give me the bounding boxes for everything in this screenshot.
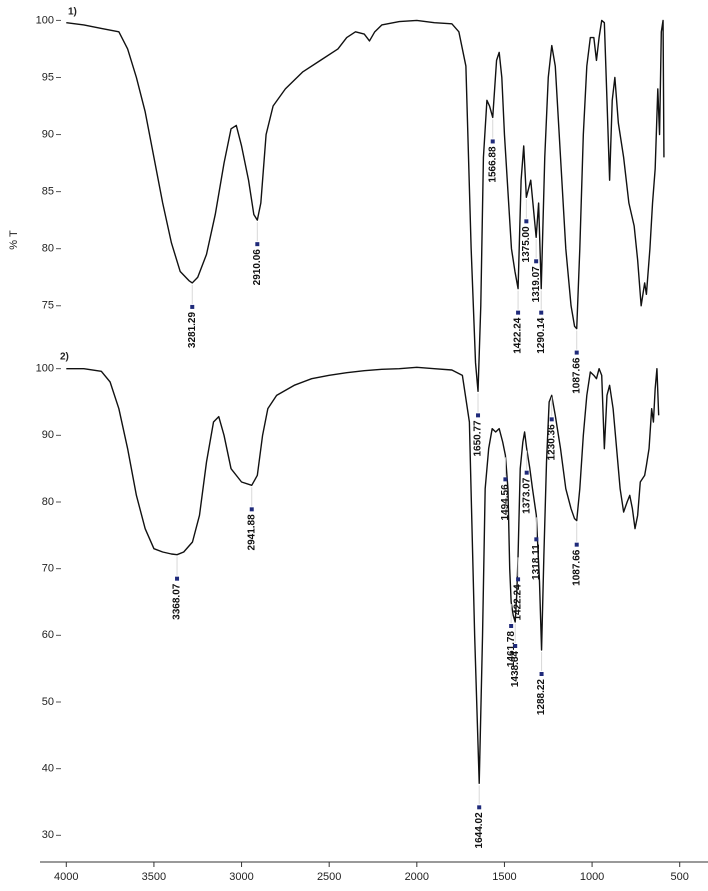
peak-label: 1438.64 bbox=[510, 651, 521, 688]
y-axis-title: % T bbox=[8, 230, 20, 250]
peak-label: 1650.77 bbox=[473, 420, 484, 457]
x-tick-label: 1000 bbox=[580, 871, 604, 883]
y-tick-label: 90 bbox=[42, 429, 54, 441]
peak-marker bbox=[190, 304, 195, 309]
peak-marker bbox=[534, 537, 539, 542]
y-tick-label: 60 bbox=[42, 629, 54, 641]
peak-marker bbox=[516, 577, 521, 582]
y-tick-label: 75 bbox=[42, 300, 54, 312]
y-tick-label: 85 bbox=[42, 186, 54, 198]
peak-marker bbox=[534, 259, 539, 264]
peak-label: 3281.29 bbox=[187, 312, 198, 349]
x-tick-label: 2000 bbox=[405, 871, 429, 883]
y-tick-label: 100 bbox=[36, 363, 54, 375]
peak-label: 1375.00 bbox=[521, 226, 532, 263]
peak-label: 1319.07 bbox=[531, 266, 542, 303]
peak-label: 1087.66 bbox=[571, 357, 582, 394]
spectrum-line bbox=[66, 366, 660, 785]
peak-label: 1288.22 bbox=[536, 679, 547, 716]
peak-label: 2941.88 bbox=[246, 514, 257, 551]
y-tick-label: 100 bbox=[36, 14, 54, 26]
peak-marker bbox=[539, 310, 544, 315]
peak-marker bbox=[175, 576, 180, 581]
x-tick-label: 2500 bbox=[317, 871, 341, 883]
peak-marker bbox=[513, 644, 518, 648]
peak-marker bbox=[516, 310, 521, 315]
panel-label: 1) bbox=[68, 7, 77, 18]
panel-label: 2) bbox=[60, 352, 69, 363]
peak-marker bbox=[509, 624, 514, 628]
peak-marker bbox=[524, 219, 529, 224]
peak-marker bbox=[490, 139, 495, 144]
peak-marker bbox=[476, 413, 481, 418]
peak-label: 1422.24 bbox=[513, 584, 524, 621]
y-tick-label: 80 bbox=[42, 243, 54, 255]
spectrum-line bbox=[66, 19, 665, 393]
y-tick-label: 90 bbox=[42, 128, 54, 140]
peak-label: 1318.11 bbox=[531, 544, 542, 580]
peak-label: 1230.36 bbox=[546, 424, 557, 461]
peak-marker bbox=[503, 477, 508, 482]
peak-label: 1494.56 bbox=[500, 484, 511, 521]
peak-marker bbox=[574, 542, 579, 547]
peak-marker bbox=[255, 242, 260, 247]
peak-label: 1461.78 bbox=[506, 631, 517, 668]
peak-label: 3368.07 bbox=[172, 583, 183, 620]
y-tick-label: 50 bbox=[42, 696, 54, 708]
y-tick-label: 95 bbox=[42, 71, 54, 83]
y-tick-label: 30 bbox=[42, 829, 54, 841]
x-tick-label: 3500 bbox=[142, 871, 166, 883]
peak-marker bbox=[249, 507, 254, 512]
y-tick-label: 40 bbox=[42, 763, 54, 775]
peak-label: 1290.14 bbox=[536, 317, 547, 354]
peak-label: 2910.06 bbox=[252, 249, 263, 286]
x-tick-label: 1500 bbox=[492, 871, 516, 883]
peak-marker bbox=[539, 672, 544, 676]
peak-marker bbox=[477, 805, 482, 810]
peak-marker bbox=[574, 350, 579, 355]
x-tick-label: 4000 bbox=[54, 871, 78, 883]
y-tick-label: 70 bbox=[42, 563, 54, 575]
x-tick-label: 500 bbox=[671, 871, 689, 883]
peak-label: 1644.02 bbox=[474, 812, 485, 849]
peak-label: 1566.88 bbox=[487, 146, 498, 183]
peak-marker bbox=[549, 417, 554, 422]
y-tick-label: 80 bbox=[42, 496, 54, 508]
peak-label: 1422.24 bbox=[513, 317, 524, 354]
peak-marker bbox=[524, 470, 529, 475]
peak-label: 1373.07 bbox=[521, 477, 532, 514]
x-tick-label: 3000 bbox=[229, 871, 253, 883]
peak-label: 1087.66 bbox=[571, 549, 582, 586]
